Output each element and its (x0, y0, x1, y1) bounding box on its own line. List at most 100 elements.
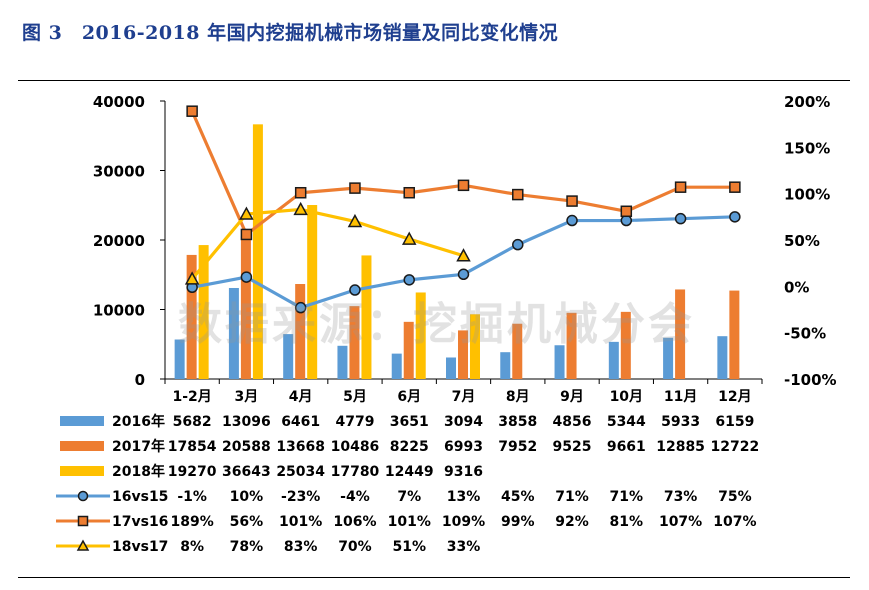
data-label: 3094 (444, 414, 483, 430)
bar-2016年 (608, 341, 619, 379)
line-18vs17 (190, 207, 464, 280)
bar-2018年 (252, 124, 263, 379)
bar-2017年 (295, 284, 306, 379)
bar-2018年 (361, 255, 372, 379)
point-18vs17 (401, 231, 417, 245)
point-17vs16 (186, 105, 198, 117)
data-label: 45% (501, 489, 535, 505)
point-17vs16 (294, 186, 307, 199)
x-tick-label: 8月 (506, 389, 530, 405)
y-tick-label: 10000 (93, 302, 145, 320)
point-16vs15 (349, 284, 361, 296)
data-label: 189% (171, 514, 214, 530)
x-tick-label: 1-2月 (172, 389, 211, 405)
data-label: 51% (392, 539, 426, 555)
data-label: 12885 (656, 439, 705, 455)
data-label: 71% (610, 489, 644, 505)
x-tick-label: 12月 (718, 389, 751, 405)
bar-2018年 (415, 292, 426, 379)
y-tick-label: 0 (135, 371, 145, 389)
data-label: 5682 (173, 414, 212, 430)
bar-2017年 (512, 323, 523, 379)
bar-2016年 (228, 287, 239, 379)
data-label: 109% (442, 514, 485, 530)
y-tick-label: 40000 (93, 93, 145, 111)
data-label: 4856 (553, 414, 592, 430)
data-label: 12722 (711, 439, 760, 455)
legend-swatch-2017年 (60, 441, 104, 451)
bar-2017年 (403, 321, 414, 379)
data-label: 25034 (276, 464, 325, 480)
bar-2017年 (620, 311, 631, 379)
data-label: 8% (180, 539, 204, 555)
data-label: 9525 (553, 439, 592, 455)
data-label: -4% (340, 489, 370, 505)
bar-2016年 (446, 357, 456, 379)
point-18vs17 (347, 213, 363, 228)
point-16vs15 (729, 211, 741, 223)
bar-2016年 (337, 345, 348, 379)
y-tick-label: 20000 (93, 232, 145, 250)
legend-label-2017年: 2017年 (112, 438, 165, 455)
point-17vs16 (566, 195, 578, 207)
bar-2016年 (283, 334, 294, 379)
data-label: 5344 (607, 414, 646, 430)
data-label: 13096 (222, 414, 271, 430)
bar-2017年 (458, 330, 468, 379)
y2-tick-label: 150% (784, 139, 830, 157)
data-label: 7% (397, 489, 421, 505)
bar-2017年 (186, 254, 197, 379)
data-label: 3858 (498, 414, 537, 430)
bar-2017年 (349, 306, 360, 379)
legend-swatch-2018年 (60, 466, 104, 476)
data-label: 12449 (385, 464, 434, 480)
data-label: 13% (447, 489, 481, 505)
data-label: 10% (230, 489, 264, 505)
point-16vs15 (240, 271, 253, 283)
point-16vs15 (674, 212, 687, 225)
data-label: 33% (447, 539, 481, 555)
data-label: -1% (177, 489, 207, 505)
x-tick-label: 11月 (664, 389, 697, 405)
bottom-rule (18, 577, 850, 578)
y2-tick-label: 0% (784, 278, 809, 296)
point-16vs15 (294, 301, 307, 314)
legend-label-2018年: 2018年 (112, 463, 165, 480)
legend-label-17vs16: 17vs16 (112, 514, 168, 530)
data-label: 99% (501, 514, 535, 530)
data-label: 17780 (331, 464, 380, 480)
data-label: 20588 (222, 439, 271, 455)
bar-2018年 (470, 314, 480, 379)
x-tick-label: 6月 (397, 389, 421, 405)
figure-title: 图 3 2016-2018 年国内挖掘机械市场销量及同比变化情况 (22, 22, 559, 44)
data-label: 13668 (276, 439, 325, 455)
data-label: 9316 (444, 464, 483, 480)
legend-marker-17vs16 (77, 515, 89, 527)
legend-marker-18vs17 (76, 539, 90, 551)
data-label: 101% (388, 514, 431, 530)
y2-tick-label: 100% (784, 186, 830, 204)
legend-marker-16vs15 (77, 490, 89, 502)
y2-tick-label: -50% (784, 325, 826, 343)
point-16vs15 (566, 214, 578, 227)
bar-2016年 (554, 345, 565, 379)
point-17vs16 (674, 181, 687, 193)
y2-tick-label: -100% (784, 371, 837, 389)
bar-2016年 (174, 339, 185, 379)
bar-2016年 (663, 337, 674, 379)
bar-2017年 (566, 312, 577, 379)
data-label: 83% (284, 539, 318, 555)
legend-swatch-2016年 (60, 416, 104, 426)
x-tick-label: 7月 (452, 389, 476, 405)
legend-label-2016年: 2016年 (112, 413, 165, 430)
data-label: -23% (281, 489, 320, 505)
point-17vs16 (240, 228, 253, 241)
point-17vs16 (729, 181, 741, 193)
legend-label-18vs17: 18vs17 (112, 539, 168, 555)
data-label: 36643 (222, 464, 271, 480)
x-tick-label: 9月 (560, 389, 584, 405)
data-label: 107% (713, 514, 756, 530)
data-label: 10486 (331, 439, 380, 455)
data-label: 78% (230, 539, 264, 555)
data-label: 75% (718, 489, 752, 505)
